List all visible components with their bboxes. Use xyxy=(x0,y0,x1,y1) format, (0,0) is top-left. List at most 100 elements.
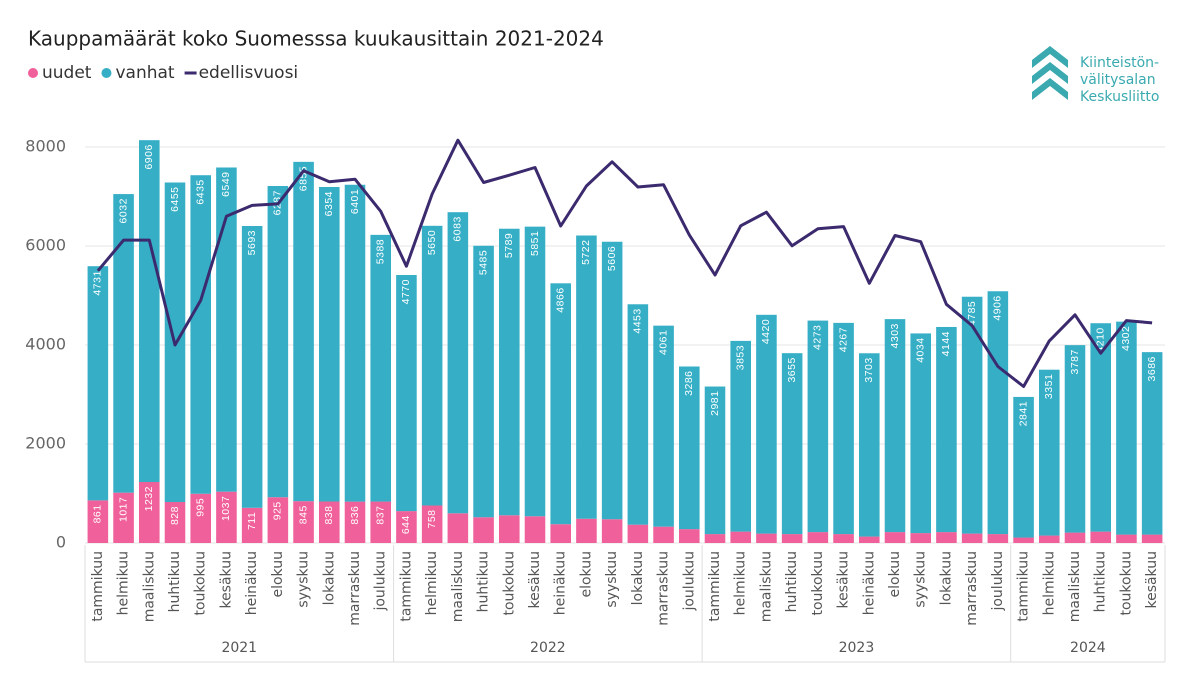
data-label: 3787 xyxy=(1069,349,1081,374)
data-label: 3351 xyxy=(1043,374,1055,399)
bar-segment xyxy=(730,340,751,532)
bar-segment xyxy=(344,501,366,543)
bar-segment xyxy=(421,225,443,506)
data-label: 4267 xyxy=(837,327,849,352)
legend-marker xyxy=(28,68,38,78)
bar-segment xyxy=(936,532,957,543)
data-label: 925 xyxy=(272,501,284,520)
x-tick-label: kesäkuu xyxy=(836,551,852,609)
data-label: 3655 xyxy=(786,357,798,382)
x-tick-label: marraskuu xyxy=(347,551,363,626)
x-tick-label: heinäkuu xyxy=(244,551,260,615)
data-label: 5851 xyxy=(529,231,541,256)
y-tick-label: 2000 xyxy=(25,434,66,453)
bar-segment xyxy=(293,161,314,502)
data-label: 828 xyxy=(169,506,181,525)
bar-segment xyxy=(396,511,417,543)
data-label: 2981 xyxy=(709,391,721,416)
x-tick-label: maaliskuu xyxy=(450,551,466,622)
data-label: 4273 xyxy=(812,325,824,350)
data-label: 4420 xyxy=(760,319,772,344)
bar-segment xyxy=(1039,535,1060,543)
bar-segment xyxy=(396,275,417,512)
x-tick-label: tammikuu xyxy=(398,551,414,622)
chart-title: Kauppamäärät koko Suomesssa kuukausittai… xyxy=(28,27,604,51)
bar-segment xyxy=(910,533,931,543)
bar-segment xyxy=(421,505,443,543)
bar-segment xyxy=(1141,534,1163,543)
bar-segment xyxy=(1090,531,1111,543)
bar-segment xyxy=(859,353,880,537)
line-series xyxy=(96,138,1153,388)
bar-segment xyxy=(524,516,546,543)
logo-text: Keskusliitto xyxy=(1080,89,1159,105)
bar-segment xyxy=(216,491,237,543)
bar-segment xyxy=(833,322,854,535)
bar-segment xyxy=(653,526,674,543)
bar-segment xyxy=(164,502,186,543)
data-label: 5722 xyxy=(580,240,592,265)
legend-label: vanhat xyxy=(115,63,174,83)
bar-segment xyxy=(1013,396,1034,538)
data-label: 6435 xyxy=(194,179,206,204)
logo-text: Kiinteistön- xyxy=(1080,55,1159,71)
x-group-label: 2024 xyxy=(1070,640,1106,656)
x-tick-label: syyskuu xyxy=(604,551,620,608)
bar-segment xyxy=(884,319,906,533)
bar-segment xyxy=(756,533,777,543)
bar-segment xyxy=(1116,321,1137,535)
x-tick-label: lokakuu xyxy=(321,551,337,605)
data-label: 836 xyxy=(349,506,361,525)
x-tick-label: tammikuu xyxy=(90,551,106,622)
bar-segment xyxy=(267,497,289,543)
bar-segment xyxy=(139,140,160,483)
x-tick-label: tammikuu xyxy=(1016,551,1032,622)
x-group-label: 2022 xyxy=(530,640,566,656)
bar-segment xyxy=(961,533,983,543)
data-label: 4061 xyxy=(657,330,669,355)
x-tick-label: helmikuu xyxy=(424,551,440,615)
x-group-label: 2021 xyxy=(221,640,257,656)
bar-segment xyxy=(781,353,803,535)
data-label: 861 xyxy=(92,504,104,523)
bar-segment xyxy=(370,234,391,502)
bar-segment xyxy=(447,513,469,543)
x-tick-label: elokuu xyxy=(270,551,286,598)
y-tick-label: 0 xyxy=(56,533,66,552)
bar-segment xyxy=(730,531,751,543)
legend-marker xyxy=(101,68,112,78)
bar-segment xyxy=(987,291,1009,535)
bar-segment xyxy=(241,226,263,508)
data-label: 1037 xyxy=(220,496,232,521)
bar-segment xyxy=(524,226,546,517)
x-group-label: 2023 xyxy=(839,640,875,656)
data-label: 6401 xyxy=(349,189,361,214)
data-label: 4303 xyxy=(889,323,901,348)
bar-segment xyxy=(704,534,726,543)
bar-segment xyxy=(139,482,160,543)
bar-segment xyxy=(241,507,263,543)
bar-segment xyxy=(267,186,289,498)
data-label: 6906 xyxy=(143,144,155,169)
x-tick-label: kesäkuu xyxy=(218,551,234,609)
data-label: 3286 xyxy=(683,370,695,395)
y-tick-label: 8000 xyxy=(25,137,66,156)
bar-segment xyxy=(833,534,854,543)
data-label: 4866 xyxy=(554,287,566,312)
bar-segment xyxy=(627,304,649,525)
bar-segment xyxy=(1013,537,1034,543)
x-tick-label: maaliskuu xyxy=(1067,551,1083,622)
data-label: 5388 xyxy=(374,239,386,264)
bar-segment xyxy=(1141,352,1163,535)
data-label: 2841 xyxy=(1017,401,1029,426)
bar-segment xyxy=(601,241,623,520)
bar-segment xyxy=(704,386,726,535)
bar-segment xyxy=(113,492,134,543)
bar-segment xyxy=(884,532,906,543)
data-label: 4785 xyxy=(966,301,978,326)
x-tick-label: joulukuu xyxy=(990,551,1006,612)
data-label: 1017 xyxy=(117,497,129,522)
bar-segment xyxy=(807,320,829,533)
x-tick-label: tammikuu xyxy=(707,551,723,622)
